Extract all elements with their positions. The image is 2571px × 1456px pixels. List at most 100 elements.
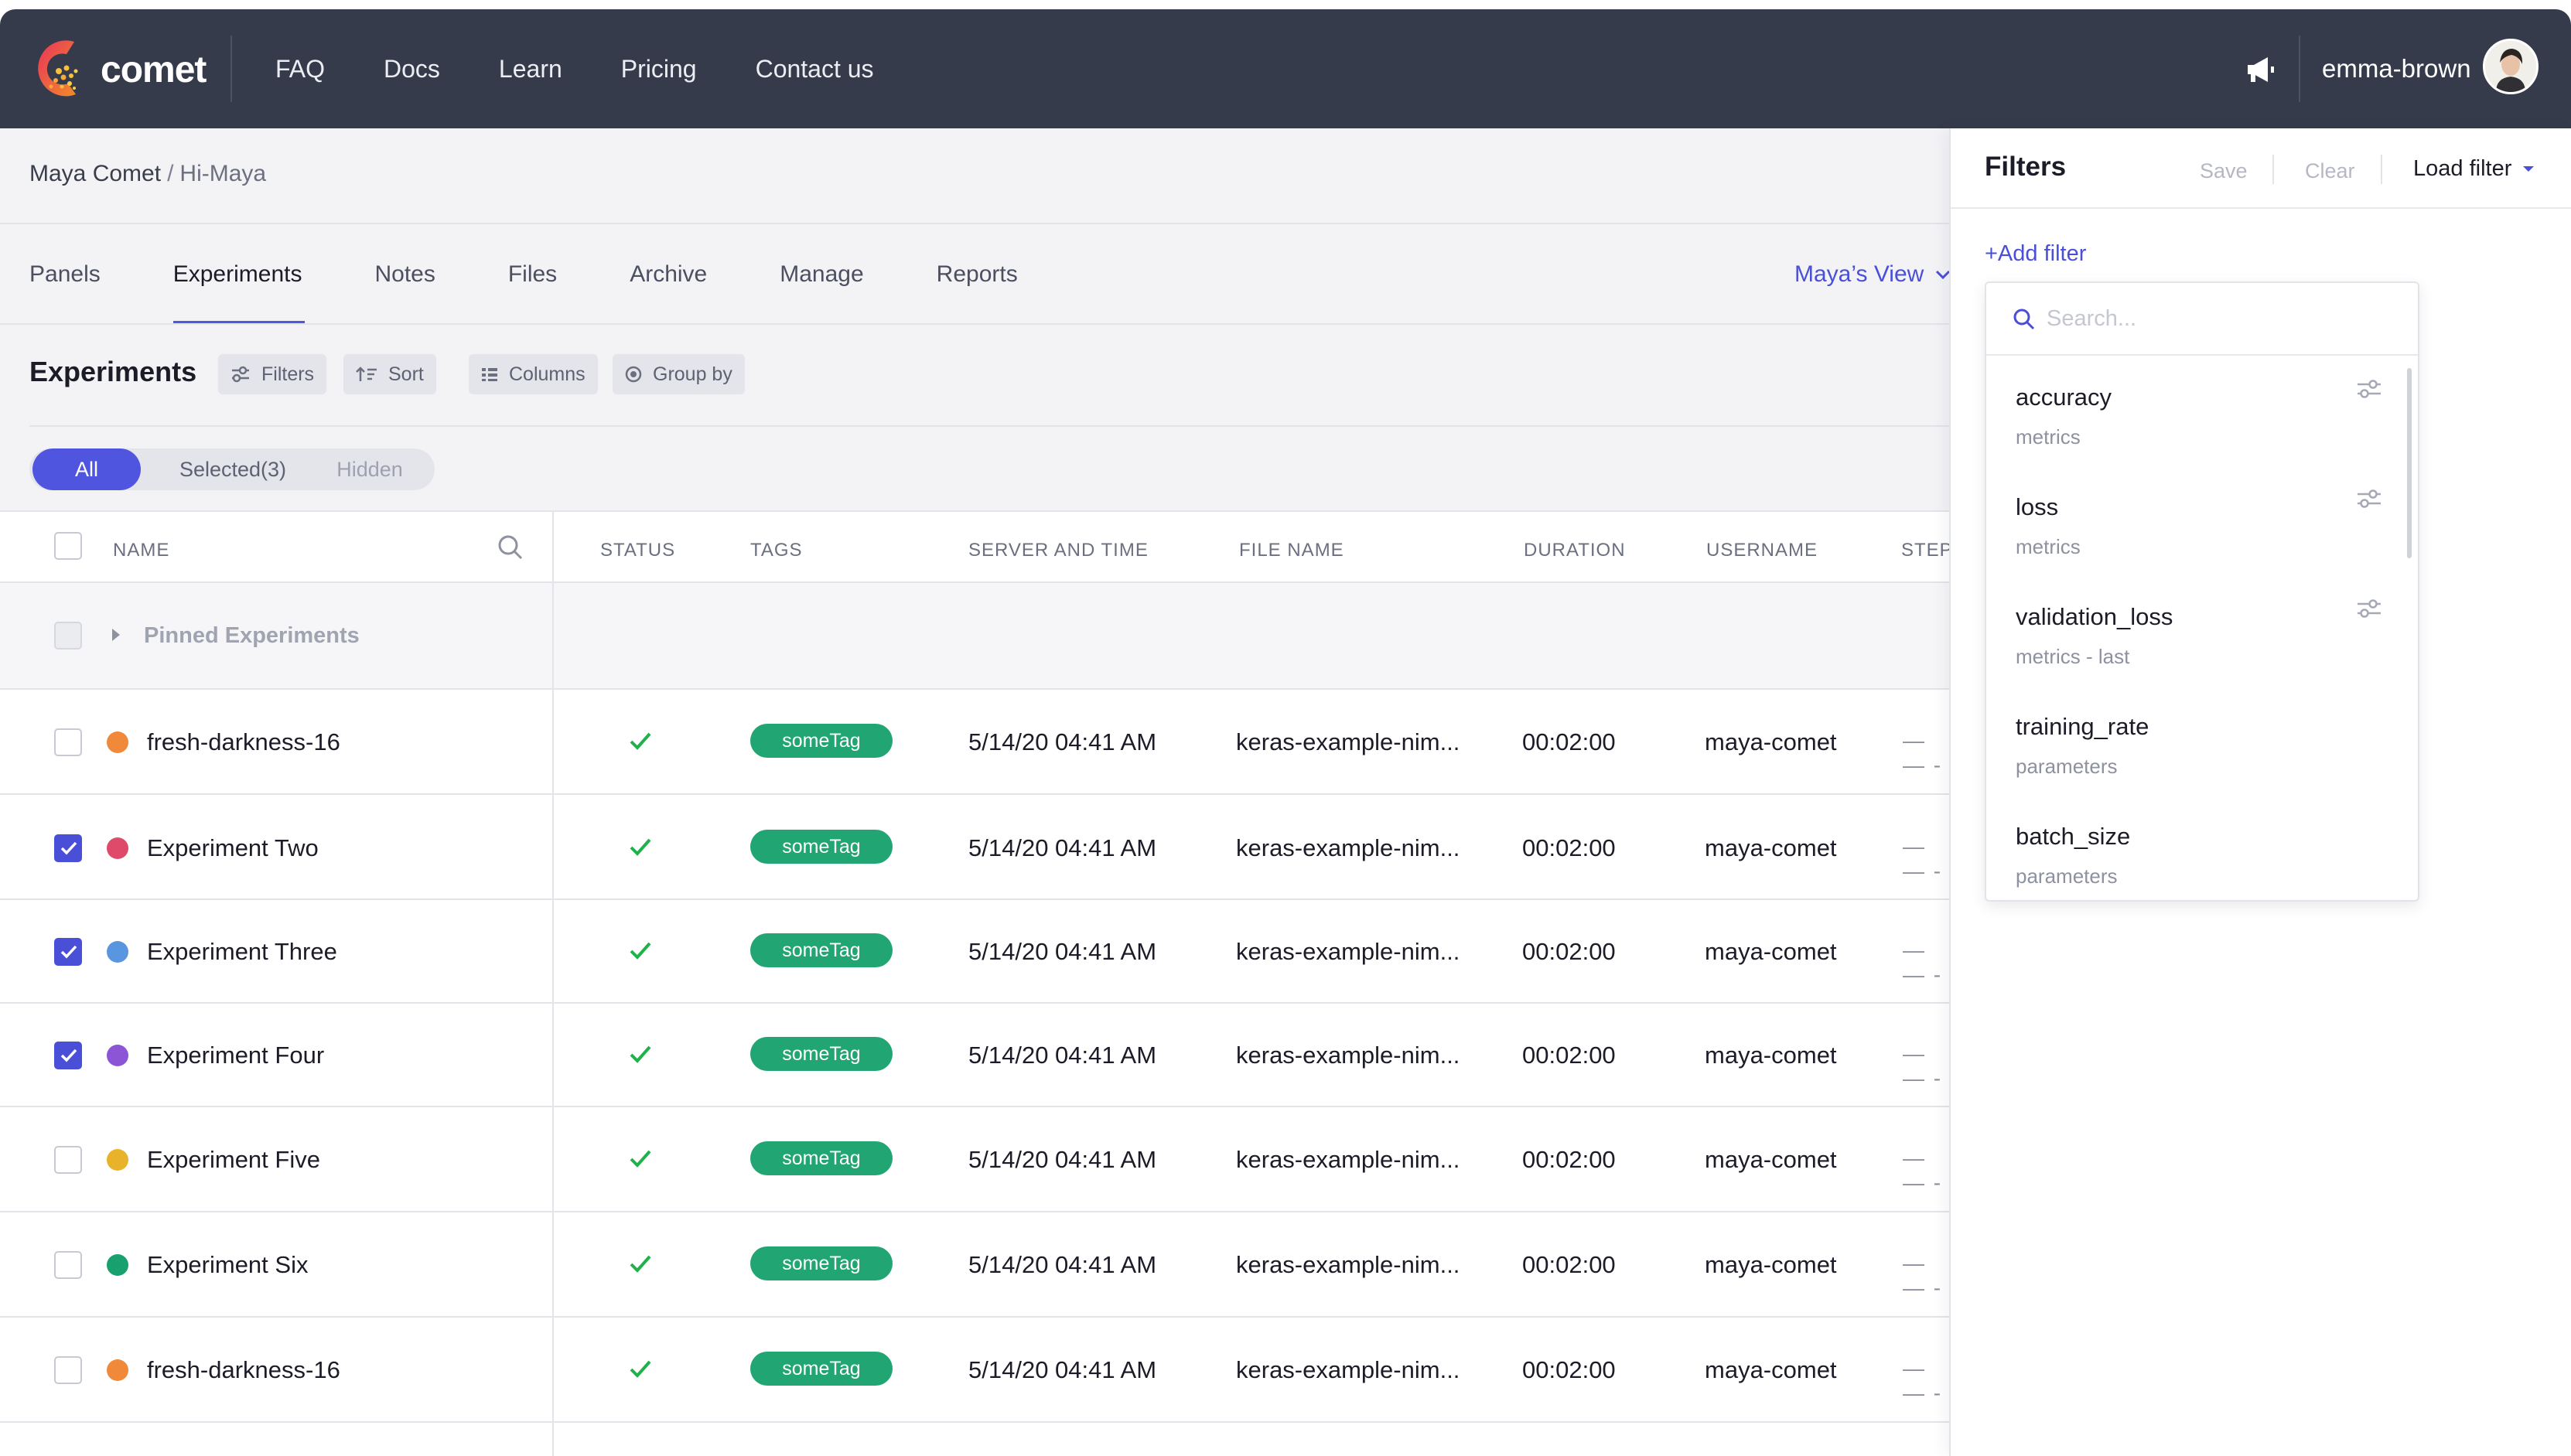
filter-field-option[interactable]: training_rate parameters <box>1986 690 2404 800</box>
filter-field-option[interactable]: validation_loss metrics - last <box>1986 580 2404 690</box>
sliders-icon[interactable] <box>2356 377 2382 404</box>
experiment-color-dot[interactable] <box>107 1359 128 1381</box>
sliders-icon[interactable] <box>2356 597 2382 624</box>
column-header-tags[interactable]: TAGS <box>750 540 803 561</box>
caret-right-icon[interactable] <box>110 626 122 647</box>
table-row[interactable]: Experiment Three someTag 5/14/20 04:41 AM k… <box>0 900 1949 1004</box>
experiment-color-dot[interactable] <box>107 1149 128 1171</box>
experiment-color-dot[interactable] <box>107 837 128 859</box>
filter-search-input[interactable]: Search... <box>2047 306 2137 331</box>
username[interactable]: emma-brown <box>2322 54 2471 83</box>
scrollbar[interactable] <box>2407 368 2412 558</box>
tab-notes[interactable]: Notes <box>374 261 435 287</box>
experiment-visibility-toggle: All Selected(3) Hidden <box>29 448 435 490</box>
load-filter-dropdown[interactable]: Load filter <box>2413 156 2535 182</box>
nav-link-contact[interactable]: Contact us <box>755 54 874 83</box>
experiment-name[interactable]: Experiment Four <box>147 1042 325 1069</box>
column-header-step[interactable]: STEP <box>1901 540 1953 561</box>
filter-field-label: batch_size <box>2016 823 2131 850</box>
tab-files[interactable]: Files <box>507 261 558 287</box>
breadcrumb-project[interactable]: Hi-Maya <box>179 161 267 186</box>
megaphone-icon[interactable] <box>2243 53 2279 87</box>
filter-field-category: parameters <box>2016 755 2118 778</box>
filter-search-box[interactable]: Search... <box>1986 283 2418 356</box>
clear-filter-button[interactable]: Clear <box>2305 159 2355 182</box>
row-checkbox[interactable] <box>54 728 82 756</box>
table-row[interactable]: Experiment Two someTag 5/14/20 04:41 AM ker… <box>0 796 1949 900</box>
filter-field-option[interactable]: accuracy metrics <box>1986 360 2404 470</box>
add-filter-button[interactable]: +Add filter <box>1985 241 2087 266</box>
column-header-duration[interactable]: DURATION <box>1524 540 1626 561</box>
tag-badge[interactable]: someTag <box>750 933 893 967</box>
comet-logo[interactable]: comet <box>28 32 213 107</box>
table-row[interactable]: fresh-darkness-16 someTag 5/14/20 04:41 AM… <box>0 690 1949 795</box>
column-header-file-name[interactable]: FILE NAME <box>1239 540 1344 561</box>
table-row[interactable]: fresh-darkness-16 someTag 5/14/20 04:41 AM… <box>0 1318 1949 1423</box>
experiment-name[interactable]: Experiment Six <box>147 1251 309 1278</box>
experiment-color-dot[interactable] <box>107 1045 128 1066</box>
filter-field-option[interactable]: batch_size parameters <box>1986 800 2404 900</box>
segment-selected[interactable]: Selected(3) <box>179 457 287 481</box>
column-header-name[interactable]: NAME <box>113 540 170 561</box>
tag-badge[interactable]: someTag <box>750 1246 893 1280</box>
experiment-name[interactable]: Experiment Five <box>147 1146 320 1173</box>
experiment-name[interactable]: Experiment Three <box>147 938 337 965</box>
columns-button[interactable]: Columns <box>469 354 598 394</box>
experiment-name[interactable]: fresh-darkness-16 <box>147 728 340 755</box>
experiment-color-dot[interactable] <box>107 731 128 753</box>
nav-link-faq[interactable]: FAQ <box>275 54 326 83</box>
view-selector-label: Maya’s View <box>1794 261 1924 287</box>
column-header-server-time[interactable]: SERVER AND TIME <box>968 540 1149 561</box>
duration-cell: 00:02:00 <box>1522 1146 1616 1173</box>
row-checkbox[interactable] <box>54 1251 82 1279</box>
column-header-status[interactable]: STATUS <box>600 540 676 561</box>
filters-button-label: Filters <box>261 363 315 385</box>
experiment-color-dot[interactable] <box>107 1254 128 1276</box>
row-checkbox[interactable] <box>54 834 82 862</box>
column-header-username[interactable]: USERNAME <box>1706 540 1818 561</box>
nav-link-pricing[interactable]: Pricing <box>620 54 697 83</box>
tab-archive[interactable]: Archive <box>630 261 708 287</box>
filter-field-option[interactable]: loss metrics <box>1986 470 2404 580</box>
row-checkbox[interactable] <box>54 938 82 966</box>
tab-experiments[interactable]: Experiments <box>172 224 306 325</box>
segment-hidden[interactable]: Hidden <box>336 457 403 481</box>
file-name-cell: keras-example-nim... <box>1236 1356 1460 1383</box>
experiment-name[interactable]: Experiment Two <box>147 834 319 861</box>
tag-badge[interactable]: someTag <box>750 1037 893 1071</box>
nav-link-docs[interactable]: Docs <box>384 54 440 83</box>
avatar[interactable] <box>2483 39 2539 94</box>
group-by-button-label: Group by <box>653 363 732 385</box>
tab-panels[interactable]: Panels <box>29 261 101 287</box>
table-row[interactable]: Experiment Four someTag 5/14/20 04:41 AM ke… <box>0 1004 1949 1107</box>
tab-reports[interactable]: Reports <box>936 261 1018 287</box>
sort-button[interactable]: Sort <box>343 354 436 394</box>
group-by-button[interactable]: Group by <box>613 354 745 394</box>
segment-all[interactable]: All <box>32 448 141 490</box>
tab-manage[interactable]: Manage <box>780 261 864 287</box>
tag-badge[interactable]: someTag <box>750 1352 893 1386</box>
tag-badge[interactable]: someTag <box>750 830 893 864</box>
search-icon[interactable] <box>497 534 524 565</box>
save-filter-button[interactable]: Save <box>2200 159 2248 182</box>
experiment-color-dot[interactable] <box>107 941 128 963</box>
table-row[interactable]: Experiment Six someTag 5/14/20 04:41 AM ker… <box>0 1212 1949 1318</box>
status-check-icon <box>628 1147 653 1175</box>
select-all-checkbox[interactable] <box>54 532 82 560</box>
experiment-name[interactable]: fresh-darkness-16 <box>147 1356 340 1383</box>
pinned-experiments-label: Pinned Experiments <box>144 623 360 648</box>
tag-badge[interactable]: someTag <box>750 724 893 758</box>
breadcrumb-workspace[interactable]: Maya Comet <box>29 161 162 186</box>
row-checkbox[interactable] <box>54 1146 82 1174</box>
view-selector[interactable]: Maya’s View <box>1794 261 1951 288</box>
tag-badge[interactable]: someTag <box>750 1141 893 1175</box>
filters-button[interactable]: Filters <box>218 354 327 394</box>
sliders-icon[interactable] <box>2356 487 2382 514</box>
pinned-experiments-row[interactable]: Pinned Experiments <box>0 583 1949 690</box>
checkmark-icon <box>60 945 77 959</box>
table-row[interactable]: Experiment Five someTag 5/14/20 04:41 AM ke… <box>0 1107 1949 1212</box>
status-check-icon <box>628 730 653 757</box>
nav-link-learn[interactable]: Learn <box>498 54 562 83</box>
row-checkbox[interactable] <box>54 1356 82 1384</box>
row-checkbox[interactable] <box>54 1042 82 1069</box>
